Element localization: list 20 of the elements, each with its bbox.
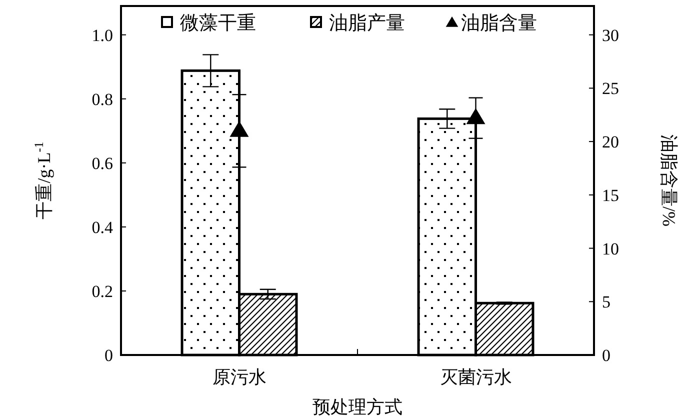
y2-tick-label: 15 xyxy=(602,186,619,205)
y2-tick-label: 20 xyxy=(602,132,619,152)
legend-label: 微藻干重 xyxy=(180,13,256,34)
x-tick-label: 灭菌污水 xyxy=(440,367,512,387)
y-tick-label: 0.2 xyxy=(92,282,113,301)
x-tick-label: 原污水 xyxy=(212,367,266,387)
legend-label: 油脂含量 xyxy=(461,13,537,34)
y2-tick-label: 10 xyxy=(602,239,619,258)
y-tick-label: 0.4 xyxy=(92,218,114,237)
y2-axis-title: 油脂含量/% xyxy=(659,134,679,226)
x-axis-title: 预处理方式 xyxy=(312,397,402,417)
y2-tick-label: 5 xyxy=(602,292,610,312)
y2-tick-label: 25 xyxy=(602,79,619,98)
y2-tick-label: 30 xyxy=(602,26,619,45)
legend-label: 油脂产量 xyxy=(329,13,405,34)
y-tick-label: 1.0 xyxy=(92,26,113,45)
y-tick-label: 0.8 xyxy=(92,90,113,109)
y-tick-label: 0 xyxy=(104,346,113,365)
y2-tick-label: 0 xyxy=(602,346,610,365)
y-tick-label: 0.6 xyxy=(92,154,113,173)
